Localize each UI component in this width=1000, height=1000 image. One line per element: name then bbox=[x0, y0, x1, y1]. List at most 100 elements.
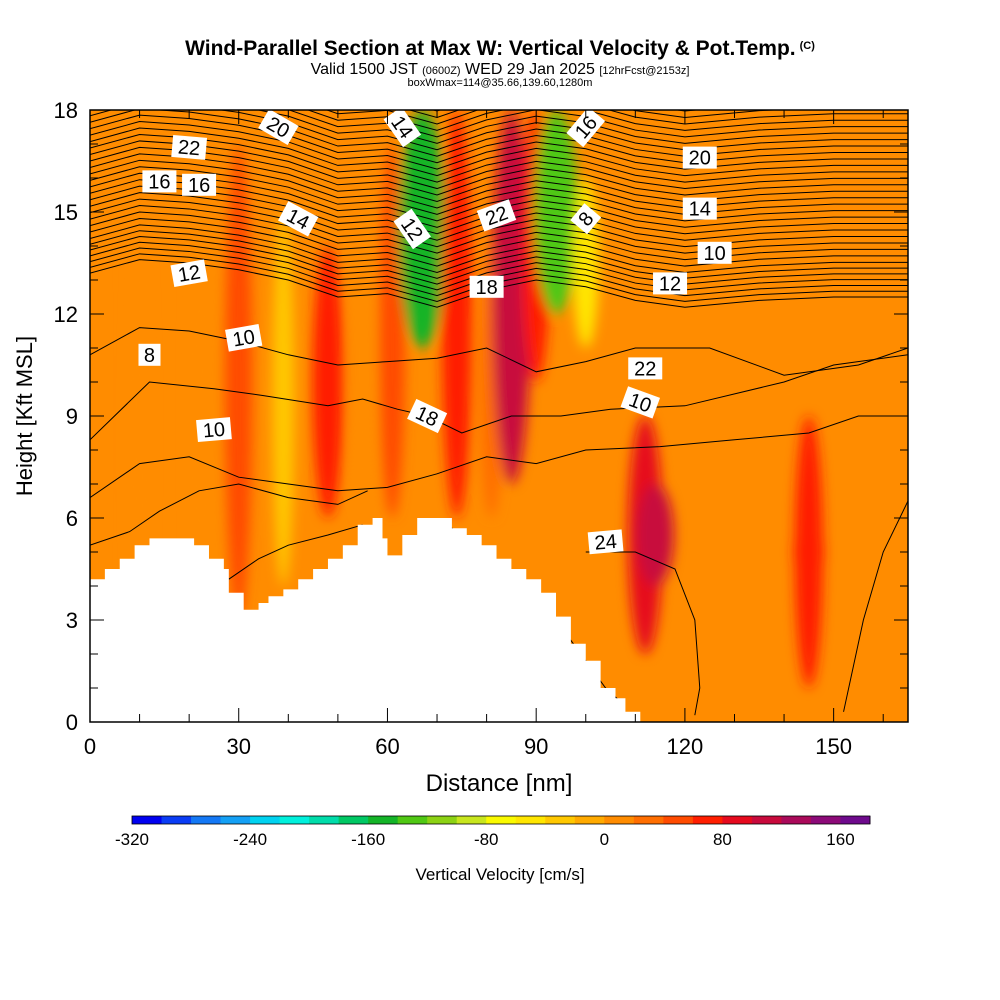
theta-line bbox=[407, 110, 786, 119]
colorbar-tick-label: -160 bbox=[351, 830, 385, 849]
contour-label-box bbox=[697, 241, 732, 264]
colorbar-tick-label: 0 bbox=[600, 830, 609, 849]
contour-label-text: 22 bbox=[634, 358, 656, 380]
theta-line bbox=[90, 110, 908, 157]
contour-label: 12 bbox=[653, 272, 688, 295]
contour-label-box bbox=[653, 272, 688, 295]
colorbar-swatch bbox=[191, 816, 222, 824]
colorbar-swatch bbox=[781, 816, 812, 824]
y-axis-label: Height [Kft MSL] bbox=[12, 336, 37, 496]
theta-line bbox=[90, 110, 908, 151]
theta-line bbox=[90, 51, 908, 99]
colorbar-swatch bbox=[663, 816, 694, 824]
theta-line bbox=[90, 235, 908, 285]
colorbar-swatch bbox=[692, 816, 723, 824]
colorbar-swatch bbox=[486, 816, 517, 824]
contour-label: 10 bbox=[196, 417, 232, 443]
colorbar-swatch bbox=[368, 816, 399, 824]
contour-label: 20 bbox=[682, 146, 717, 170]
axis-ticks bbox=[89, 109, 908, 723]
contour-label: 22 bbox=[628, 357, 663, 380]
theta-line bbox=[90, 57, 908, 105]
contour-label-text: 14 bbox=[689, 199, 711, 221]
contour-label-box bbox=[171, 134, 208, 160]
colorbar-frame bbox=[131, 815, 871, 825]
y-tick-label: 9 bbox=[66, 404, 78, 429]
colorbar-swatch bbox=[427, 816, 458, 824]
theta-line bbox=[90, 354, 908, 441]
theta-line bbox=[90, 153, 908, 202]
contour-label-text: 10 bbox=[231, 326, 257, 352]
contour-label-text: 16 bbox=[188, 175, 210, 197]
colorbar-swatch bbox=[574, 816, 605, 824]
contour-label-box bbox=[682, 146, 717, 169]
colorbar-swatch bbox=[545, 816, 576, 824]
contour-label-box bbox=[383, 106, 422, 148]
theta-line bbox=[90, 259, 908, 308]
theta-line bbox=[90, 327, 908, 376]
theta-line bbox=[90, 483, 368, 546]
colorbar-tick-label: -240 bbox=[233, 830, 267, 849]
theta-line bbox=[325, 110, 908, 125]
theta-line bbox=[90, 140, 908, 190]
contour-label-text: 22 bbox=[177, 136, 201, 160]
contour-label: 8 bbox=[138, 343, 161, 367]
theta-line bbox=[90, 127, 908, 177]
colorbar-swatch bbox=[751, 816, 782, 824]
x-tick-label: 150 bbox=[815, 734, 852, 759]
contour-label-box bbox=[225, 324, 263, 352]
y-tick-label: 18 bbox=[54, 98, 78, 123]
theta-line bbox=[90, 241, 908, 291]
contour-label-text: 8 bbox=[144, 345, 155, 367]
contour-label: 18 bbox=[469, 275, 504, 299]
velocity-cell bbox=[534, 110, 579, 314]
theta-line bbox=[431, 110, 702, 112]
velocity-cell bbox=[441, 110, 472, 518]
contour-label: 16 bbox=[182, 173, 217, 197]
contour-label-box bbox=[182, 173, 217, 196]
colorbar-swatch bbox=[456, 816, 487, 824]
theta-line bbox=[306, 110, 908, 131]
contour-label: 10 bbox=[225, 324, 263, 352]
y-tick-label: 3 bbox=[66, 608, 78, 633]
contour-label: 22 bbox=[171, 134, 208, 160]
contour-label: 14 bbox=[682, 197, 717, 221]
chart-title: Wind-Parallel Section at Max W: Vertical… bbox=[185, 37, 815, 60]
theta-line bbox=[90, 230, 908, 279]
contour-label: 24 bbox=[587, 529, 624, 555]
contour-label-box bbox=[278, 201, 319, 237]
contour-label-box bbox=[196, 417, 232, 443]
colorbar-swatch bbox=[840, 816, 871, 824]
colorbar-swatch bbox=[722, 816, 753, 824]
velocity-cell bbox=[636, 484, 674, 586]
theta-line bbox=[90, 224, 908, 274]
colorbar-swatch bbox=[250, 816, 281, 824]
velocity-cell bbox=[129, 212, 150, 654]
contour-label-box bbox=[587, 529, 624, 555]
contour-label-box bbox=[628, 357, 663, 380]
theta-line bbox=[843, 500, 908, 712]
colorbar-swatch bbox=[810, 816, 841, 824]
colorbar-swatch bbox=[132, 816, 163, 824]
contour-label-box bbox=[142, 170, 177, 193]
velocity-cell bbox=[572, 178, 599, 348]
terrain-mask bbox=[90, 518, 641, 722]
contour-label: 16 bbox=[142, 170, 177, 193]
theta-line bbox=[90, 159, 908, 209]
contour-label-box bbox=[407, 398, 448, 434]
x-tick-label: 0 bbox=[84, 734, 96, 759]
box-info: boxWmax=114@35.66,139.60,1280m bbox=[407, 77, 593, 89]
chart-subtitle: Valid 1500 JST (0600Z) WED 29 Jan 2025 [… bbox=[310, 61, 690, 78]
colorbar: -320 -240 -160 -80 0 80 160 Vertical Velocity [… bbox=[115, 815, 871, 884]
theta-line bbox=[287, 110, 908, 138]
colorbar-tick-label: -320 bbox=[115, 830, 149, 849]
theta-line bbox=[90, 146, 908, 196]
colorbar-swatch bbox=[279, 816, 310, 824]
contour-label-box bbox=[469, 275, 504, 298]
contour-label-text: 12 bbox=[659, 273, 681, 295]
contour-label: 12 bbox=[170, 259, 208, 287]
contour-label-text: 18 bbox=[475, 277, 497, 299]
y-tick-label: 12 bbox=[54, 302, 78, 327]
contour-label-box bbox=[393, 208, 432, 250]
